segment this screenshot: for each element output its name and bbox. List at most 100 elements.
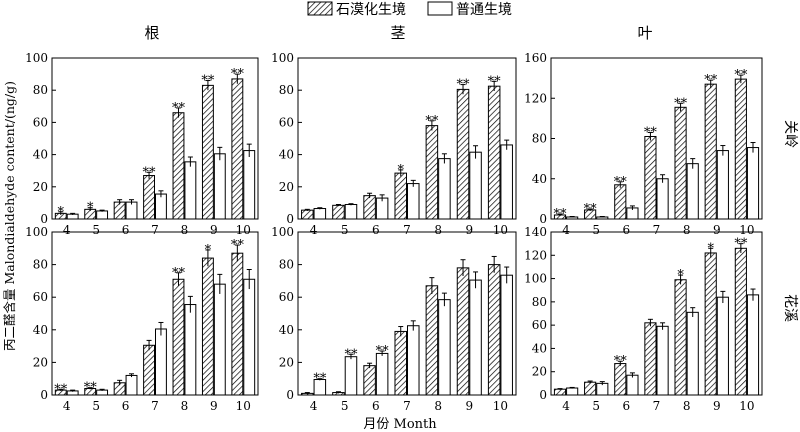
bar-normal: [746, 294, 760, 396]
significance-marker: **: [54, 382, 68, 397]
x-tick-label: 10: [236, 399, 251, 413]
x-tick-label: 6: [122, 223, 130, 237]
x-tick-label: 8: [683, 399, 691, 413]
significance-marker: **: [457, 78, 471, 93]
x-tick-label: 8: [181, 223, 189, 237]
bar-rocky: [113, 201, 126, 220]
y-tick-label: 0: [539, 212, 547, 226]
y-tick-label: 80: [33, 258, 48, 272]
x-tick-label: 9: [210, 223, 218, 237]
y-tick-label: 0: [286, 212, 294, 226]
y-tick-label: 100: [271, 51, 294, 65]
y-tick-label: 80: [532, 132, 547, 146]
y-tick-label: 60: [33, 290, 48, 304]
y-tick-label: 0: [286, 388, 294, 402]
x-tick-label: 7: [653, 399, 661, 413]
bar-rocky: [231, 78, 244, 220]
bar-normal: [313, 208, 327, 220]
x-tick-label: 10: [236, 223, 251, 237]
bar-normal: [438, 299, 451, 396]
y-tick-label: 100: [524, 272, 547, 286]
legend: 石漠化生境 普通生境: [307, 1, 512, 18]
significance-marker: **: [734, 68, 748, 83]
significance-marker: **: [172, 101, 186, 116]
bar-rocky: [201, 257, 214, 396]
x-tick-label: 9: [713, 399, 721, 413]
x-tick-label: 5: [92, 399, 100, 413]
x-tick-label: 7: [403, 399, 411, 413]
bar-normal: [344, 204, 358, 220]
y-tick-label: 80: [279, 83, 294, 97]
significance-marker: *: [58, 205, 65, 220]
x-tick-label: 7: [653, 223, 661, 237]
bar-normal: [213, 153, 226, 220]
bar-normal: [469, 151, 482, 220]
significance-marker: *: [87, 201, 94, 216]
y-tick-label: 40: [532, 341, 547, 355]
significance-marker: *: [677, 268, 684, 283]
bar-normal: [344, 356, 358, 396]
bar-normal: [469, 279, 482, 396]
y-tick-label: 120: [524, 248, 547, 262]
bar-rocky: [172, 112, 185, 220]
y-tick-label: 20: [33, 355, 48, 369]
bar-rocky: [172, 278, 185, 396]
x-tick-label: 10: [493, 223, 508, 237]
x-tick-label: 6: [623, 223, 631, 237]
bar-rocky: [584, 381, 597, 396]
y-tick-label: 160: [524, 51, 547, 65]
y-tick-label: 60: [532, 318, 547, 332]
bar-normal: [407, 325, 420, 396]
y-tick-label: 60: [279, 290, 294, 304]
x-tick-label: 7: [403, 223, 411, 237]
bar-rocky: [704, 252, 717, 396]
y-tick-label: 80: [532, 295, 547, 309]
x-tick-label: 10: [493, 399, 508, 413]
y-tick-label: 40: [532, 172, 547, 186]
y-tick-label: 80: [33, 83, 48, 97]
significance-marker: **: [344, 347, 358, 362]
y-tick-label: 80: [279, 258, 294, 272]
y-tick-label: 100: [25, 51, 48, 65]
significance-marker: **: [553, 207, 567, 222]
y-tick-label: 40: [279, 323, 294, 337]
x-tick-label: 8: [434, 223, 442, 237]
bar-normal: [686, 311, 699, 396]
x-tick-label: 8: [683, 223, 691, 237]
significance-marker: **: [84, 381, 98, 396]
significance-marker: **: [674, 96, 688, 111]
x-axis-label: 月份 Month: [363, 417, 437, 432]
y-tick-label: 40: [33, 148, 48, 162]
bar-rocky: [143, 344, 156, 396]
x-tick-label: 6: [372, 399, 380, 413]
bar-normal: [184, 304, 197, 396]
legend-swatch-white: [427, 1, 453, 16]
significance-marker: **: [172, 266, 186, 281]
bar-rocky: [425, 125, 439, 220]
row-label-huaxi: 花溪: [782, 294, 798, 322]
panel-4: 0 20 40 60 80 100 4 ** 5 ** 6 ** 7 8 9 10: [271, 225, 517, 413]
x-tick-label: 8: [434, 399, 442, 413]
bar-rocky: [674, 279, 687, 396]
column-title-leaf: 叶: [637, 24, 652, 42]
bar-normal: [243, 150, 256, 220]
bar-normal: [716, 296, 729, 396]
bar-normal: [407, 183, 420, 220]
bar-rocky: [425, 285, 439, 396]
bar-normal: [375, 352, 389, 396]
bar-rocky: [614, 184, 627, 220]
bar-rocky: [456, 88, 470, 220]
x-tick-label: 9: [210, 399, 218, 413]
x-tick-label: 9: [465, 223, 473, 237]
column-title-root: 根: [144, 24, 159, 42]
significance-marker: **: [231, 67, 245, 82]
bar-rocky: [734, 247, 747, 396]
x-tick-label: 5: [592, 399, 600, 413]
significance-marker: *: [707, 241, 714, 256]
bar-rocky: [363, 365, 376, 396]
x-tick-label: 5: [341, 399, 349, 413]
bar-rocky: [394, 172, 407, 220]
x-tick-label: 10: [739, 399, 754, 413]
y-axis-label: 丙二醛含量 Malondialdehyde content/(ng/g): [2, 81, 17, 351]
